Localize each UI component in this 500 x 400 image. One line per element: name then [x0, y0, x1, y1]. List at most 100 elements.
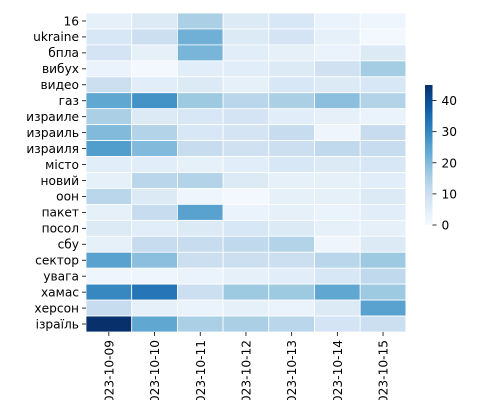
heatmap-cell	[131, 92, 178, 110]
heatmap-cell	[314, 299, 361, 317]
heatmap-cell	[131, 140, 178, 157]
heatmap-cell	[222, 219, 270, 237]
heatmap-cell	[85, 140, 133, 157]
heatmap-cell	[222, 108, 270, 126]
y-tick-label: сектор	[35, 254, 79, 268]
x-tick-label: 2023-10-10	[148, 340, 162, 400]
y-tick-label: увага	[43, 269, 79, 283]
heatmap-cell	[176, 219, 224, 237]
y-tick-label: посол	[42, 222, 79, 236]
x-tick-label: 2023-10-12	[239, 340, 253, 400]
y-tick-label: ізраїль	[36, 317, 79, 331]
heatmap-cell	[85, 315, 133, 333]
heatmap-cell	[359, 60, 407, 78]
y-tick-label: сбу	[58, 238, 79, 252]
heatmap-cell	[314, 283, 361, 301]
heatmap-cell	[176, 140, 224, 157]
heatmap-cell	[131, 315, 178, 333]
heatmap-cell	[359, 188, 407, 205]
heatmap-cell	[131, 60, 178, 78]
heatmap-cell	[359, 76, 407, 94]
heatmap-cell	[85, 92, 133, 110]
heatmap-cell	[85, 108, 133, 126]
heatmap-cell	[85, 188, 133, 205]
heatmap-cell	[131, 172, 178, 189]
colorbar-tick-label: 10	[442, 187, 458, 201]
heatmap-cell	[359, 283, 407, 301]
heatmap-cell	[222, 315, 270, 333]
heatmap-cell	[176, 315, 224, 333]
heatmap-cell	[359, 156, 407, 173]
heatmap-cell	[176, 235, 224, 253]
heatmap-cell	[131, 188, 178, 205]
heatmap-cell	[268, 251, 315, 269]
heatmap-cell	[314, 28, 361, 46]
colorbar-tick-label: 0	[442, 219, 450, 233]
heatmap-cell	[131, 251, 178, 269]
y-tick-label: видео	[41, 78, 80, 92]
heatmap-cell	[176, 251, 224, 269]
x-tick-label: 2023-10-13	[285, 340, 299, 400]
heatmap-cell	[314, 92, 361, 110]
heatmap-cell	[131, 283, 178, 301]
heatmap-cell	[268, 28, 315, 46]
heatmap-cell	[131, 235, 178, 253]
heatmap-cell	[359, 124, 407, 142]
heatmap-cell	[222, 188, 270, 205]
heatmap-cell	[314, 172, 361, 189]
heatmap-cell	[359, 28, 407, 46]
colorbar: 0 10 20 30 40	[425, 85, 457, 233]
heatmap-cell	[314, 203, 361, 221]
heatmap-cell	[222, 251, 270, 269]
heatmap-cell	[222, 235, 270, 253]
heatmap-cell	[176, 28, 224, 46]
heatmap-cell	[268, 44, 315, 62]
heatmap-cell	[85, 28, 133, 46]
x-tick-labels: 2023-10-09 2023-10-10 2023-10-11 2023-10-12…	[102, 332, 391, 400]
heatmap-cell	[176, 156, 224, 173]
heatmap-cell	[314, 315, 361, 333]
colorbar-tick-label: 40	[442, 94, 458, 108]
heatmap-cell	[222, 92, 270, 110]
heatmap-cell	[359, 235, 407, 253]
heatmap-cell	[222, 267, 270, 285]
heatmap-cell	[176, 124, 224, 142]
heatmap-cell	[314, 235, 361, 253]
heatmap-cell	[359, 12, 407, 30]
heatmap-cell	[176, 283, 224, 301]
heatmap-cell	[131, 124, 178, 142]
y-tick-label: пакет	[42, 206, 79, 220]
heatmap-cell	[314, 156, 361, 173]
heatmap-cell	[176, 299, 224, 317]
heatmap-cell	[314, 108, 361, 126]
heatmap-cell	[176, 76, 224, 94]
heatmap-cell	[359, 267, 407, 285]
heatmap-cell	[85, 299, 133, 317]
heatmap-cell	[314, 267, 361, 285]
heatmap-cell	[131, 203, 178, 221]
heatmap-cell	[359, 299, 407, 317]
y-tick-label: херсон	[34, 301, 79, 315]
heatmap-cell	[131, 12, 178, 30]
heatmap-cell	[268, 188, 315, 205]
heatmap-cell	[268, 172, 315, 189]
heatmap-cell	[268, 283, 315, 301]
y-tick-label: израиле	[26, 110, 79, 124]
heatmap-cell	[268, 156, 315, 173]
y-tick-label: місто	[45, 158, 79, 172]
heatmap-cell	[359, 108, 407, 126]
y-tick-label: хамас	[41, 285, 79, 299]
heatmap-cell	[176, 267, 224, 285]
heatmap-cell	[222, 140, 270, 157]
heatmap-cell	[268, 219, 315, 237]
heatmap-cell	[131, 219, 178, 237]
heatmap-cell	[131, 108, 178, 126]
y-tick-label: газ	[59, 94, 79, 108]
heatmap-cell	[359, 203, 407, 221]
heatmap-cell	[222, 76, 270, 94]
heatmap-cell	[268, 108, 315, 126]
heatmap-cell	[359, 172, 407, 189]
heatmap-cell	[222, 283, 270, 301]
heatmap-cell	[85, 44, 133, 62]
